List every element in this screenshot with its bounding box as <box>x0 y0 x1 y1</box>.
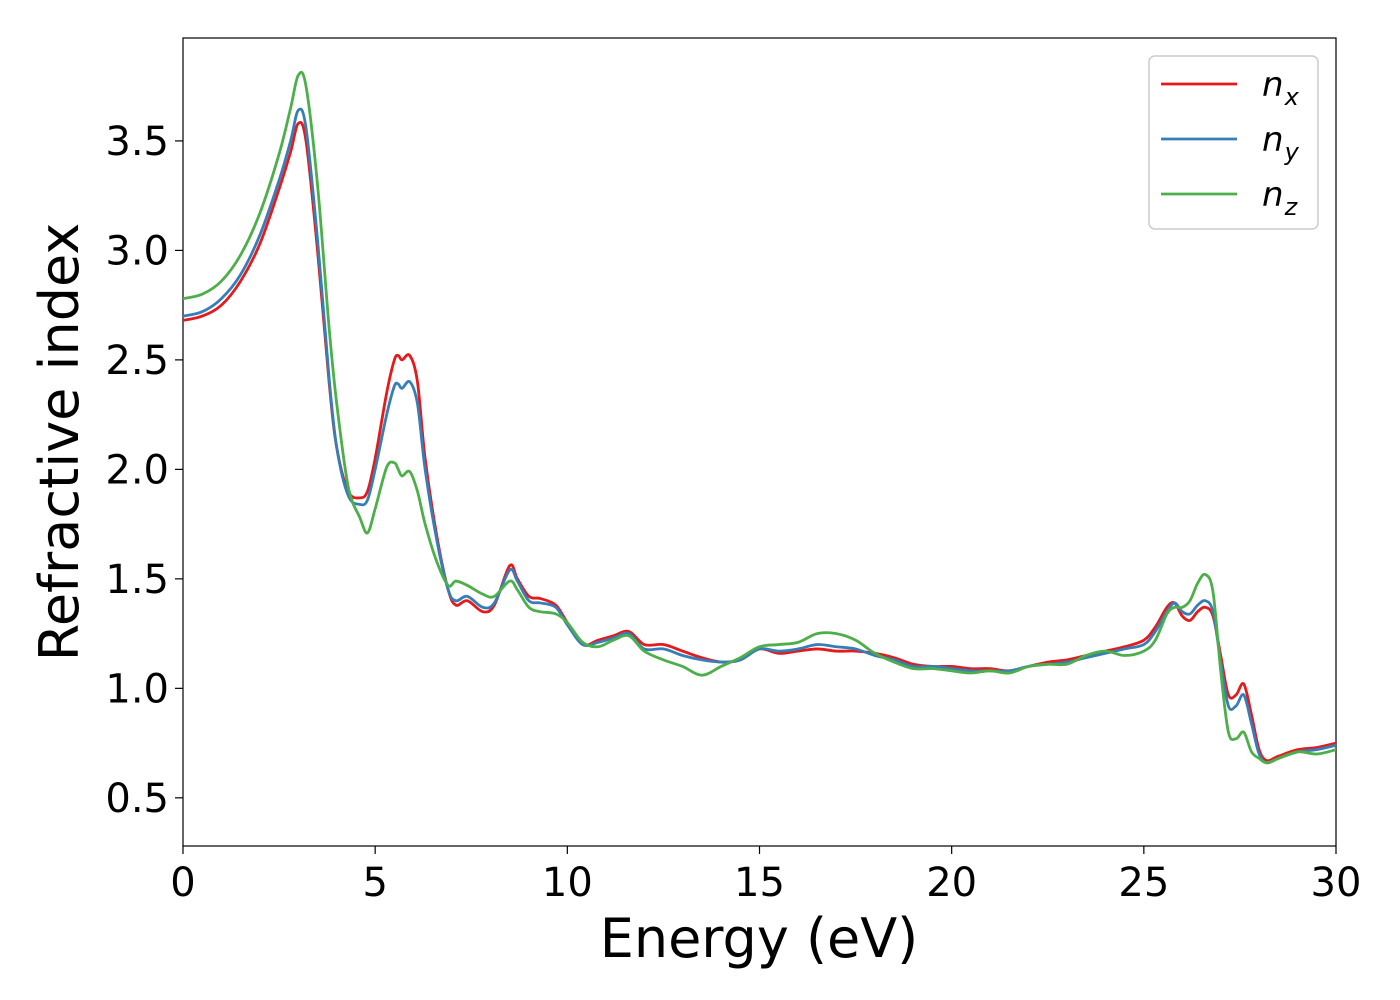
y-tick-label: 3.5 <box>105 119 169 165</box>
y-axis-label: Refractive index <box>28 223 91 662</box>
x-tick-label: 20 <box>926 860 977 906</box>
series-line-nx <box>183 121 1336 763</box>
x-tick-label: 15 <box>734 860 785 906</box>
y-tick-label: 2.0 <box>105 447 169 493</box>
x-tick-label: 30 <box>1311 860 1362 906</box>
legend-entries: nx ny nz <box>1161 65 1300 221</box>
series-line-ny <box>183 107 1336 765</box>
y-axis-ticks: 0.5 1.0 1.5 2.0 2.5 3.0 3.5 <box>105 119 183 822</box>
x-axis-ticks: 0 5 10 15 20 25 30 <box>170 846 1361 906</box>
y-tick-label: 0.5 <box>105 776 169 822</box>
x-axis-label: Energy (eV) <box>600 907 919 970</box>
legend-label-ny: ny <box>1262 120 1300 166</box>
x-tick-label: 10 <box>542 860 593 906</box>
legend-label-nx: nx <box>1262 65 1300 111</box>
x-tick-label: 5 <box>362 860 387 906</box>
legend-label-nz: nz <box>1262 175 1299 221</box>
y-tick-label: 2.5 <box>105 338 169 384</box>
x-tick-label: 0 <box>170 860 195 906</box>
y-tick-label: 1.0 <box>105 666 169 712</box>
x-tick-label: 25 <box>1118 860 1169 906</box>
y-tick-label: 1.5 <box>105 557 169 603</box>
series-line-nz <box>183 70 1336 765</box>
series-layer <box>183 70 1336 765</box>
legend-box <box>1148 55 1319 230</box>
y-tick-label: 3.0 <box>105 228 169 274</box>
legend: nx ny nz <box>1148 55 1319 230</box>
